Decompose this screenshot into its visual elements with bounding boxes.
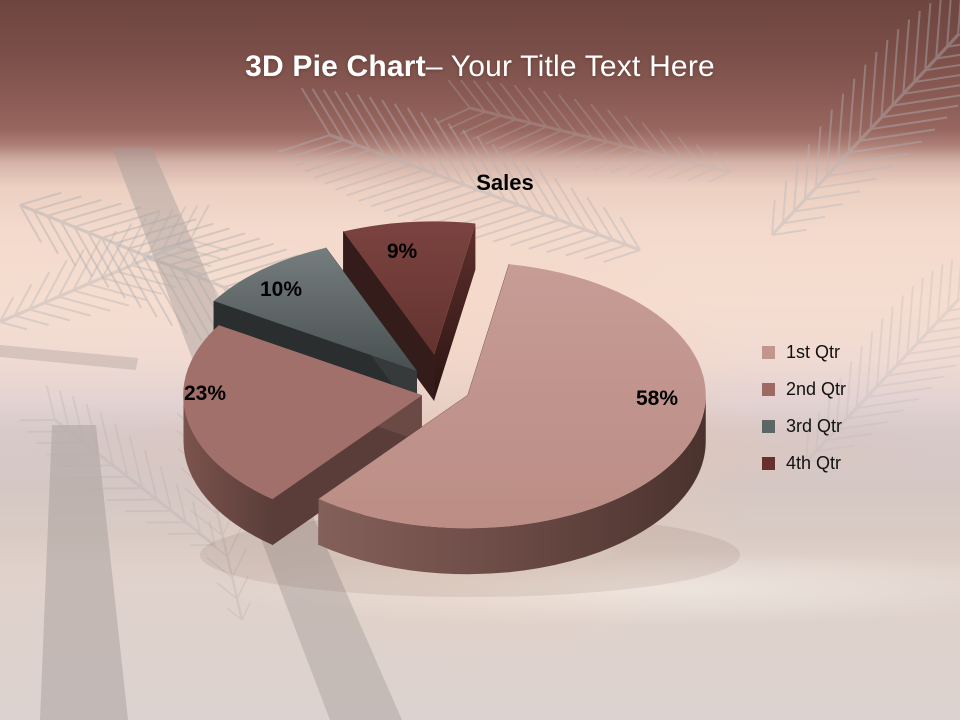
palm-frond (770, 0, 960, 237)
legend-label: 2nd Qtr (786, 379, 847, 399)
chart-legend: 1st Qtr 2nd Qtr 3rd Qtr 4th Qtr (762, 334, 846, 482)
legend-swatch-2nd-qtr (762, 383, 775, 396)
legend-label: 4th Qtr (786, 453, 842, 473)
palm-frond (277, 87, 641, 263)
slide-title-rest: – Your Title Text Here (425, 50, 715, 83)
pie-slice-2nd-qtr-rim (183, 395, 273, 545)
legend-item-3rd-qtr[interactable]: 3rd Qtr (762, 408, 846, 445)
pie-label-2nd-qtr[interactable]: 23% (183, 382, 227, 405)
palm-frond (19, 385, 216, 547)
palm-trunk (40, 425, 128, 720)
slide-title[interactable]: 3D Pie Chart– Your Title Text Here (0, 50, 960, 84)
legend-item-1st-qtr[interactable]: 1st Qtr (762, 334, 846, 371)
pie-slice-2nd-qtr[interactable] (183, 325, 422, 500)
chart-title[interactable]: Sales (476, 170, 534, 195)
pie-label-4th-qtr[interactable]: 9% (386, 240, 418, 263)
slide-header: 3D Pie Chart– Your Title Text Here (0, 0, 960, 130)
legend-label: 1st Qtr (786, 342, 841, 362)
legend-swatch-4th-qtr (762, 457, 775, 470)
palm-frond (437, 79, 731, 184)
pie-label-3rd-qtr[interactable]: 10% (259, 278, 303, 301)
pie-slice-3rd-qtr[interactable] (213, 247, 417, 371)
pie-label-1st-qtr[interactable]: 58% (635, 387, 679, 410)
pie-slice-1st-qtr-rim (318, 395, 706, 575)
legend-swatch-3rd-qtr (762, 420, 775, 433)
legend-label: 3rd Qtr (786, 416, 843, 436)
palm-frond (804, 259, 960, 464)
palm-frond (0, 204, 229, 331)
pie-slice-1st-qtr[interactable] (318, 264, 706, 529)
legend-swatch-1st-qtr (762, 346, 775, 359)
slide-title-bold: 3D Pie Chart (245, 50, 426, 83)
pie-slice-4th-qtr[interactable] (343, 221, 476, 355)
pie-slice-4th-qtr-side (434, 223, 476, 401)
palm-trunk (0, 345, 138, 370)
legend-item-2nd-qtr[interactable]: 2nd Qtr (762, 371, 846, 408)
legend-item-4th-qtr[interactable]: 4th Qtr (762, 445, 846, 482)
